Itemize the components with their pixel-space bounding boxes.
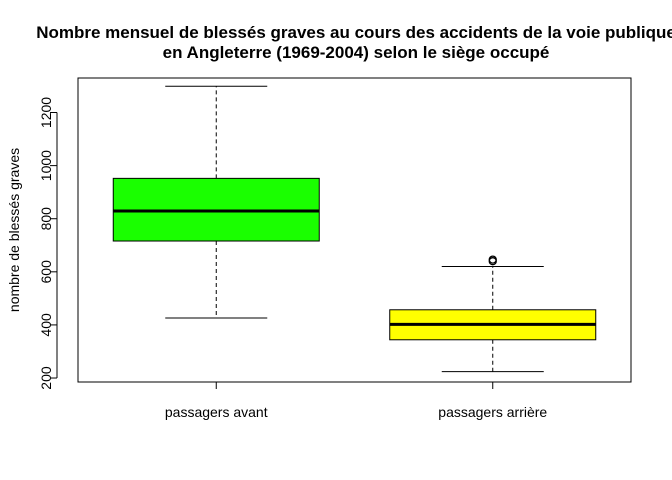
boxes-layer xyxy=(112,85,597,373)
y-tick-label: 400 xyxy=(38,313,54,337)
chart-title-line1: Nombre mensuel de blessés graves au cour… xyxy=(36,23,672,42)
y-tick-label: 200 xyxy=(38,366,54,390)
plot-frame xyxy=(77,77,632,383)
x-tick-label: passagers arrière xyxy=(438,404,547,420)
y-tick-label: 1000 xyxy=(38,150,54,181)
outlier-point xyxy=(488,255,497,264)
y-tick-label: 800 xyxy=(38,207,54,231)
y-axis-label: nombre de blessés graves xyxy=(6,148,22,312)
y-tick-label: 1200 xyxy=(38,97,54,128)
x-axis: passagers avant passagers arrière xyxy=(165,382,547,420)
box-group xyxy=(389,255,597,373)
y-tick-label: 600 xyxy=(38,260,54,284)
y-axis: 200 400 600 800 1000 1200 xyxy=(38,97,58,390)
x-tick-label: passagers avant xyxy=(165,404,268,420)
box-group xyxy=(112,85,320,319)
chart-title-line2: en Angleterre (1969-2004) selon le siège… xyxy=(163,43,550,62)
